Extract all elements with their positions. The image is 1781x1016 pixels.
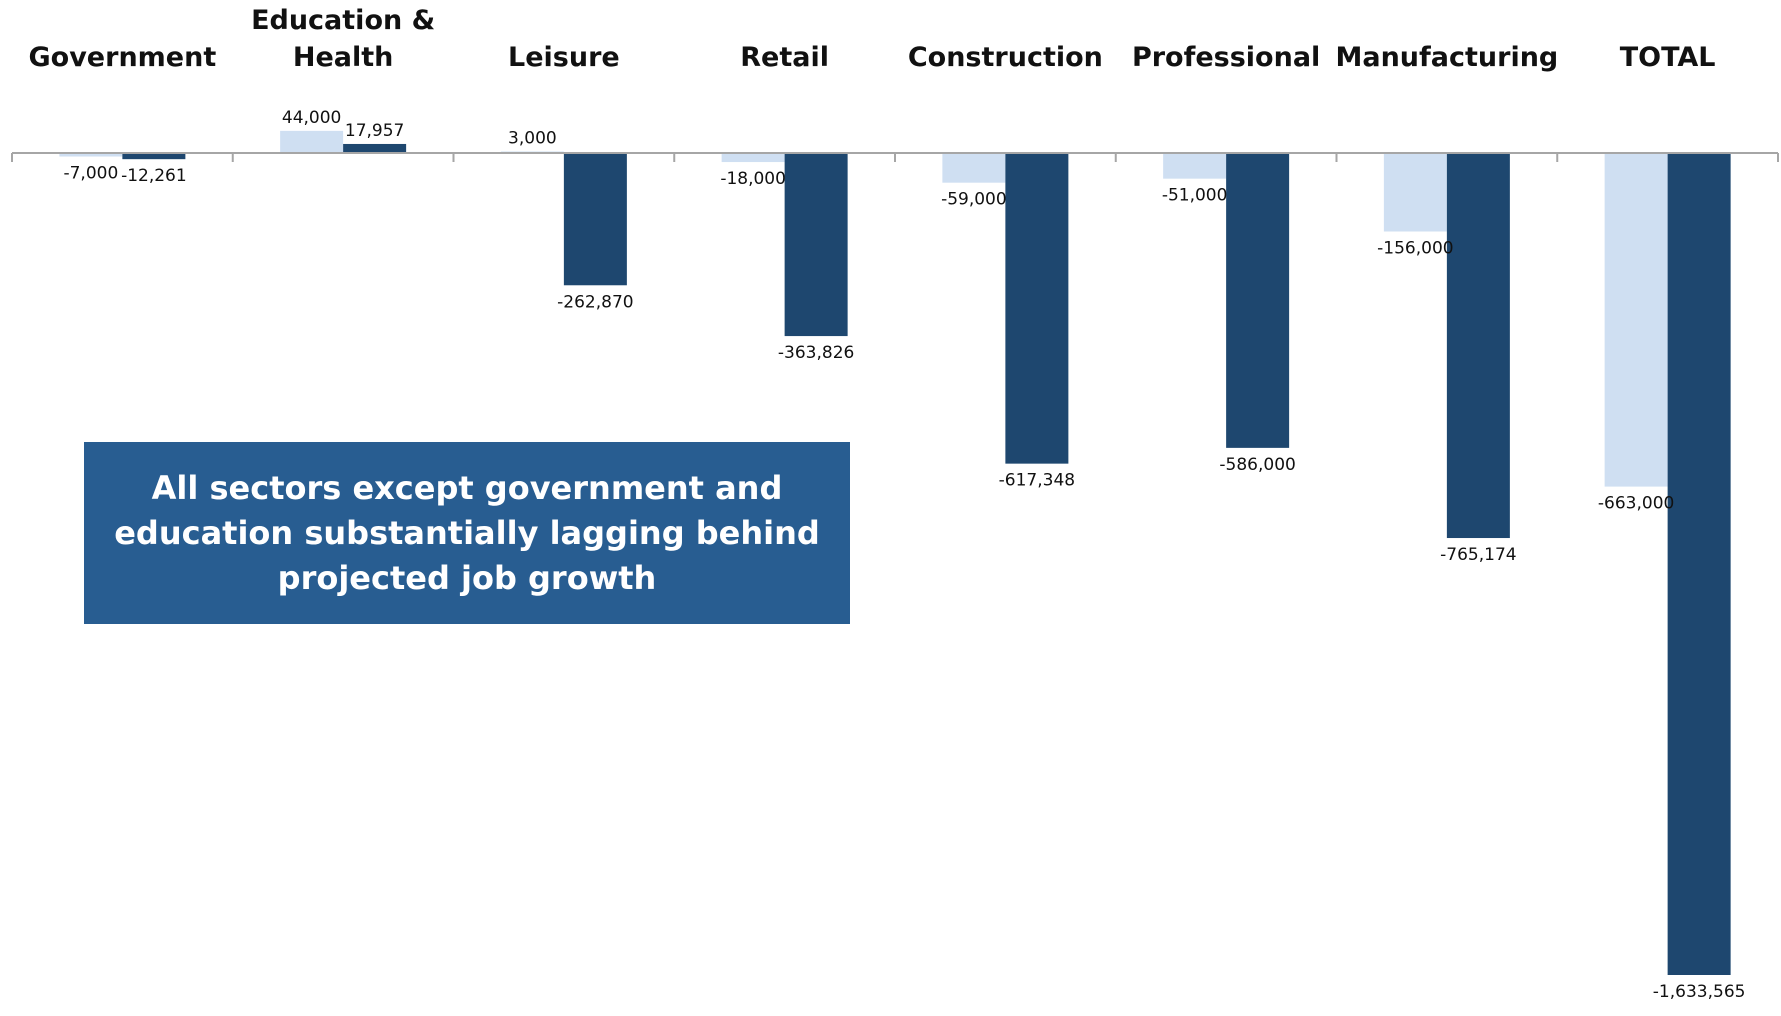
bars-layer xyxy=(59,130,1731,975)
bar xyxy=(59,153,123,157)
bar xyxy=(1226,153,1290,448)
category-label: Professional xyxy=(1132,42,1320,73)
bar xyxy=(1163,153,1227,179)
bar xyxy=(1005,153,1069,464)
category-label: Construction xyxy=(908,42,1103,73)
data-label: -586,000 xyxy=(1219,455,1295,475)
bar xyxy=(1604,153,1668,487)
category-label: Manufacturing xyxy=(1336,42,1559,73)
data-label: -51,000 xyxy=(1162,186,1228,206)
data-label: -7,000 xyxy=(63,164,118,184)
category-label: TOTAL xyxy=(1620,42,1716,73)
data-label: -765,174 xyxy=(1440,545,1516,565)
bar xyxy=(122,153,186,160)
category-label: Education & xyxy=(251,5,435,36)
data-label: -663,000 xyxy=(1598,494,1674,514)
callout-text: All sectors except government and educat… xyxy=(114,468,820,597)
data-label: -18,000 xyxy=(720,169,786,189)
data-label: -12,261 xyxy=(121,166,187,186)
category-label: Leisure xyxy=(508,42,620,73)
bar xyxy=(784,153,848,337)
bar xyxy=(563,153,627,286)
bar xyxy=(942,153,1006,183)
axis-layer xyxy=(11,152,1779,162)
category-label: Health xyxy=(293,42,394,73)
bar xyxy=(343,143,407,153)
data-label: -617,348 xyxy=(999,471,1075,491)
bar xyxy=(1667,153,1731,975)
bar xyxy=(1446,153,1510,539)
data-label: -363,826 xyxy=(778,343,854,363)
data-label: 44,000 xyxy=(282,108,341,128)
data-label: 3,000 xyxy=(508,128,557,148)
data-label: -262,870 xyxy=(557,292,633,312)
labels-layer: Government -7,000 -12,261 Education & Health… xyxy=(29,5,1746,1002)
bar xyxy=(1383,153,1447,232)
callout-box: All sectors except government and educat… xyxy=(84,442,850,624)
data-label: -59,000 xyxy=(941,190,1007,210)
data-label: -1,633,565 xyxy=(1653,982,1746,1002)
category-label: Retail xyxy=(740,42,829,73)
bar xyxy=(280,130,344,153)
bar xyxy=(721,153,785,163)
category-label: Government xyxy=(29,42,217,73)
data-label: 17,957 xyxy=(345,121,404,141)
data-label: -156,000 xyxy=(1377,238,1453,258)
